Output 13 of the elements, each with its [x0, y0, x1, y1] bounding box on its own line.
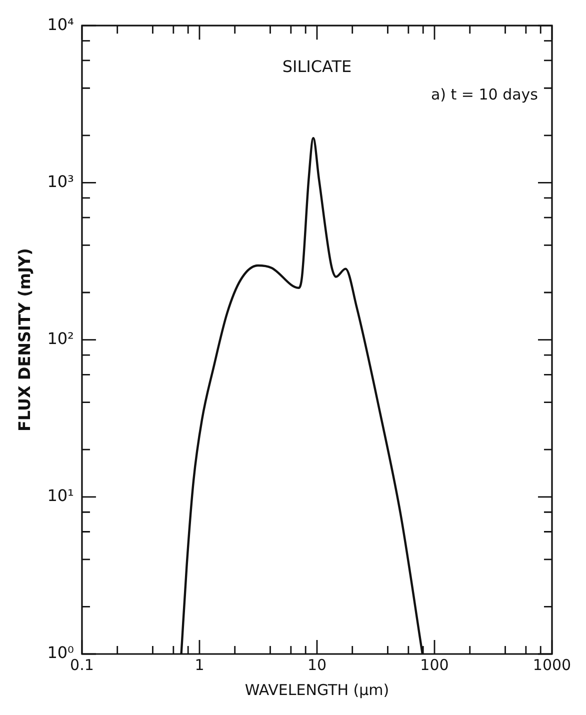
x-tick-label: 10 — [307, 656, 327, 674]
annotation: a) t = 10 days — [430, 85, 538, 104]
text: SILICATE — [282, 56, 352, 76]
y-tick-label: 10² — [47, 328, 74, 348]
y-tick-label: 10³ — [47, 172, 74, 191]
x-tick-label: 1 — [194, 656, 204, 674]
x-tick-label: 1000 — [532, 656, 572, 674]
y-tick-label: 10¹ — [47, 486, 74, 506]
x-tick-label: 0.1 — [70, 656, 94, 674]
x-axis-title: WAVELENGTH (μm) — [244, 680, 390, 699]
y-axis-title: FLUX DENSITY (mJY) — [14, 248, 34, 432]
x-tick-label: 100 — [420, 656, 449, 674]
y-tick-label: 10⁴ — [47, 14, 74, 34]
